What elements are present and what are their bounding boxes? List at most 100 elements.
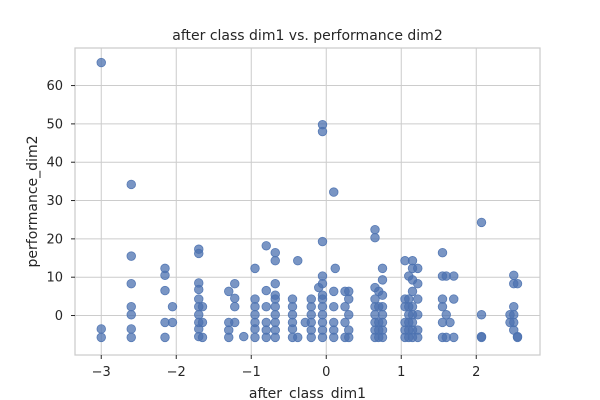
data-point [287,302,298,312]
y-tick-label: 20 [46,232,63,247]
data-point [330,263,340,274]
data-point [509,270,519,280]
data-point [413,332,423,343]
y-axis-label: performance_dim2 [25,136,41,268]
data-point [377,332,388,343]
data-point [413,294,423,304]
data-point [512,332,523,343]
data-point [329,286,339,297]
x-tick-label: 2 [472,365,480,380]
data-point [344,310,354,320]
data-point [329,187,339,197]
y-tick-label: 30 [46,194,63,209]
data-point [270,302,280,312]
data-point [261,302,271,312]
data-point [250,302,260,312]
data-point [317,236,328,247]
data-point [377,302,388,312]
data-point [449,294,459,304]
data-point [445,317,455,328]
data-point [437,247,448,258]
data-point [126,179,136,190]
data-point [293,256,303,266]
data-point [126,332,136,343]
data-point [197,317,208,328]
data-point [224,286,234,297]
data-point [96,324,106,334]
data-point [441,310,451,320]
data-point [230,317,240,328]
data-point [340,317,350,328]
data-point [306,332,316,343]
chart-title: after class dim1 vs. performance dim2 [172,28,442,44]
data-point [261,285,271,296]
x-tick-label: 0 [322,365,330,380]
data-point [230,302,240,312]
data-point [509,302,519,312]
data-point [377,275,388,285]
data-point [344,332,354,343]
x-tick-label: 1 [397,365,405,380]
data-point [329,332,339,343]
data-point [476,332,487,343]
data-point [230,279,240,289]
data-point [449,332,459,343]
grid [75,48,540,355]
data-point [194,248,204,259]
data-point [126,302,136,312]
data-point [512,279,523,289]
data-point [476,217,487,228]
data-point [340,302,350,312]
x-axis-ticks: −3 −2 −1 0 1 2 [92,355,480,380]
data-point [126,324,136,334]
data-point [377,263,388,274]
data-point [413,263,423,274]
data-point [160,285,170,296]
x-tick-label: −1 [242,365,261,380]
plot-frame [74,47,541,356]
data-point [317,279,328,289]
data-point [96,57,106,68]
data-point [194,284,204,295]
data-point [250,324,260,334]
x-tick-label: −2 [167,365,186,380]
data-point [329,302,339,312]
data-point [96,332,106,343]
data-point [261,241,271,251]
data-point [250,332,260,343]
data-point [370,233,380,243]
data-point [317,332,328,343]
data-point [270,256,280,266]
x-axis-label: after_class_dim1 [249,386,366,400]
data-point [160,270,170,280]
data-point [250,263,260,274]
data-point [197,302,208,312]
data-point [413,310,423,320]
data-point [377,290,388,300]
data-point [126,251,136,261]
y-tick-label: 10 [46,271,63,286]
y-tick-label: 50 [46,117,63,132]
x-tick-label: −3 [92,365,111,380]
data-point [126,279,136,289]
data-point [160,332,170,343]
data-point [270,279,280,289]
data-point [230,293,240,303]
data-point [167,302,178,312]
data-point [437,302,448,312]
data-point [413,279,423,289]
data-point [167,317,178,328]
data-points [96,57,523,343]
data-point [317,302,328,312]
data-point [317,126,328,137]
data-point [239,331,249,342]
y-tick-label: 0 [55,309,63,324]
y-tick-label: 40 [46,156,63,171]
data-point [306,302,316,312]
data-point [407,286,418,297]
data-point [270,332,280,343]
data-point [344,294,354,304]
data-point [261,332,271,343]
data-point [449,271,459,281]
y-axis-ticks: 0 10 20 30 40 50 60 [46,79,75,324]
